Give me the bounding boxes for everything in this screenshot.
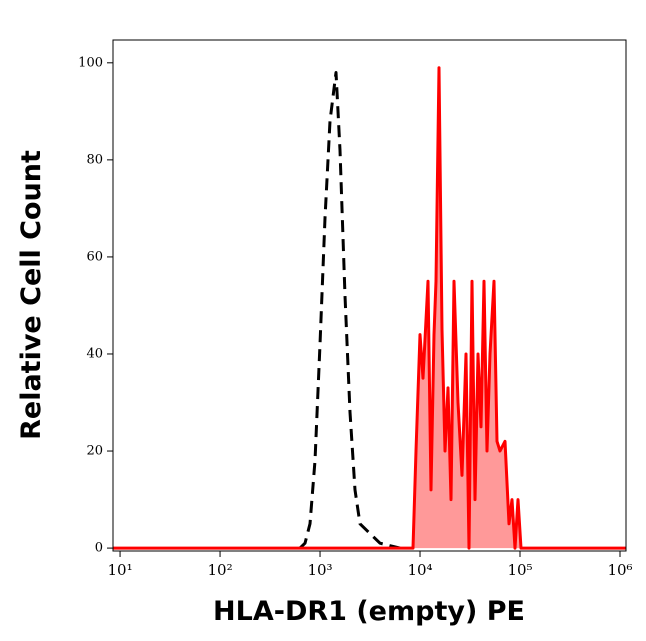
- area: [113, 67, 626, 549]
- y-tick-label: 80: [86, 152, 103, 167]
- y-tick-label: 60: [86, 249, 103, 264]
- x-tick-label: 10³: [307, 561, 332, 579]
- x-tick-label: 10²: [207, 561, 232, 579]
- y-axis-label: Relative Cell Count: [16, 150, 47, 440]
- x-tick-label: 10⁴: [407, 561, 432, 579]
- series-line: [113, 66, 626, 550]
- y-tick-label: 20: [86, 444, 103, 459]
- series-line: [298, 71, 401, 550]
- y-tick-label: 100: [78, 55, 103, 70]
- plot-frame: [112, 39, 627, 552]
- x-tick-label: 10⁵: [507, 561, 532, 579]
- x-tick-label: 10⁶: [607, 561, 632, 579]
- x-tick-label: 10¹: [108, 561, 133, 579]
- y-tick-label: 0: [95, 541, 103, 556]
- y-tick-label: 40: [86, 346, 103, 361]
- x-axis-label: HLA-DR1 (empty) PE: [213, 596, 525, 627]
